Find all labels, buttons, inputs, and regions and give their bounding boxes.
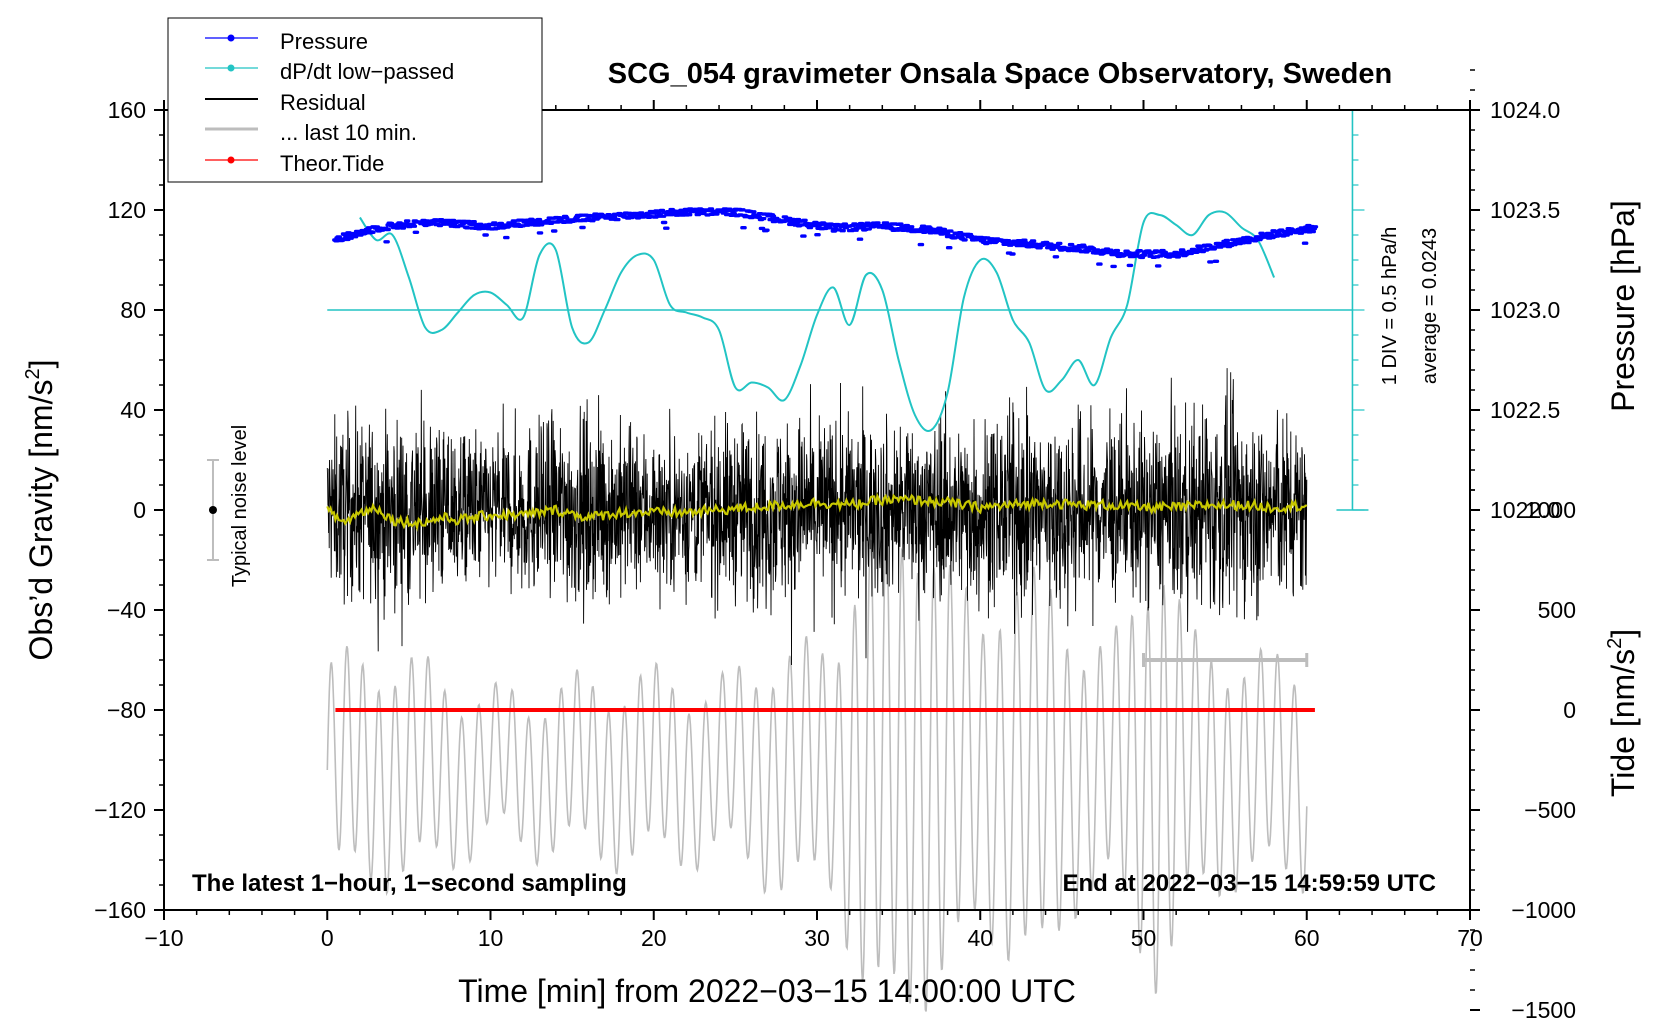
y-axis-tide-title-close: ] xyxy=(1605,629,1641,638)
tide-tick-label: −500 xyxy=(1524,797,1576,823)
x-tick-label: 30 xyxy=(804,925,830,951)
y-axis-tide-title-main: Tide [nm/s xyxy=(1605,649,1641,797)
y-axis-left-title-main: Obs’d Gravity [nm/s xyxy=(23,380,59,661)
annotation-sampling: The latest 1−hour, 1−second sampling xyxy=(192,870,627,897)
y-left-tick-label: 0 xyxy=(133,497,146,523)
tide-tick-label: 500 xyxy=(1538,597,1576,623)
y-left-tick-label: −80 xyxy=(107,697,146,723)
tide-tick-label: 1000 xyxy=(1525,497,1576,523)
noise-level-label: Typical noise level xyxy=(229,425,251,587)
chart-annotations xyxy=(206,459,1309,667)
y-left-tick-label: 160 xyxy=(108,97,146,123)
noise-level-dot xyxy=(208,506,217,514)
legend-label-theor-tide: Theor.Tide xyxy=(280,151,384,176)
x-tick-label: 40 xyxy=(967,925,993,951)
annotation-end-time: End at 2022−03−15 14:59:59 UTC xyxy=(1062,870,1436,897)
y-left-tick-label: −40 xyxy=(107,597,146,623)
y-left-tick-label: 40 xyxy=(120,397,146,423)
legend-sample-marker xyxy=(227,64,235,72)
last-10-min-series xyxy=(326,526,1308,1012)
y-axis-left: 160 120 80 40 0 −40 −80 −120 −160 xyxy=(94,97,164,923)
tide-tick-label: −1500 xyxy=(1511,997,1576,1020)
legend-label-residual: Residual xyxy=(280,90,366,115)
y-left-tick-label: −120 xyxy=(94,797,146,823)
y-axis-tide: 1000 500 0 −500 −1000 −1500 xyxy=(1470,489,1576,1020)
legend-sample-marker xyxy=(227,156,235,164)
pressure-tick-label: 1024.0 xyxy=(1490,97,1560,123)
tide-tick-label: −1000 xyxy=(1511,897,1576,923)
residual-smoothed-series xyxy=(326,492,1308,532)
tide-tick-label: 0 xyxy=(1563,697,1576,723)
dpdt-series xyxy=(327,109,1369,511)
chart-title: SCG_054 gravimeter Onsala Space Observat… xyxy=(608,58,1392,90)
y-axis-tide-title: Tide [nm/s2] xyxy=(1604,629,1641,797)
y-left-tick-label: 120 xyxy=(108,197,146,223)
x-axis: −10 0 10 20 30 40 50 60 70 xyxy=(144,100,1483,951)
y-axis-tide-title-sup: 2 xyxy=(1604,638,1626,649)
dpdt-line xyxy=(359,210,1276,432)
pressure-tick-label: 1022.5 xyxy=(1490,397,1560,423)
y-axis-pressure: 1024.0 1023.5 1023.0 1022.5 1022.0 xyxy=(1470,69,1560,531)
y-axis-pressure-title: Pressure [hPa] xyxy=(1605,200,1641,412)
x-tick-label: −10 xyxy=(144,925,183,951)
last-10-min-line xyxy=(326,526,1308,1012)
x-tick-label: 60 xyxy=(1294,925,1320,951)
pressure-tick-label: 1022.0 xyxy=(1490,497,1560,523)
pressure-series xyxy=(332,207,1319,269)
legend-label-last10: ... last 10 min. xyxy=(280,120,417,145)
dpdt-div-label: 1 DIV = 0.5 hPa/h xyxy=(1379,227,1401,385)
x-tick-label: 10 xyxy=(478,925,504,951)
x-axis-title: Time [min] from 2022−03−15 14:00:00 UTC xyxy=(458,973,1076,1009)
x-tick-label: 70 xyxy=(1457,925,1483,951)
y-left-tick-label: −160 xyxy=(94,897,146,923)
x-tick-label: 20 xyxy=(641,925,667,951)
legend-sample-marker xyxy=(227,34,235,42)
x-tick-label: 50 xyxy=(1131,925,1157,951)
x-tick-label: 0 xyxy=(321,925,334,951)
legend-label-dpdt: dP/dt low−passed xyxy=(280,59,454,84)
dpdt-average-label: average = 0.0243 xyxy=(1419,228,1441,384)
pressure-tick-label: 1023.0 xyxy=(1490,297,1560,323)
legend-label-pressure: Pressure xyxy=(280,29,368,54)
y-axis-left-title-sup: 2 xyxy=(22,368,44,379)
residual-smoothed-line xyxy=(326,492,1308,532)
y-axis-left-title: Obs’d Gravity [nm/s2] xyxy=(22,360,59,661)
y-left-tick-label: 80 xyxy=(120,297,146,323)
legend: Pressure dP/dt low−passed Residual ... l… xyxy=(167,17,543,183)
pressure-tick-label: 1023.5 xyxy=(1490,197,1560,223)
y-axis-left-title-close: ] xyxy=(23,360,59,369)
pressure-points xyxy=(332,207,1319,269)
